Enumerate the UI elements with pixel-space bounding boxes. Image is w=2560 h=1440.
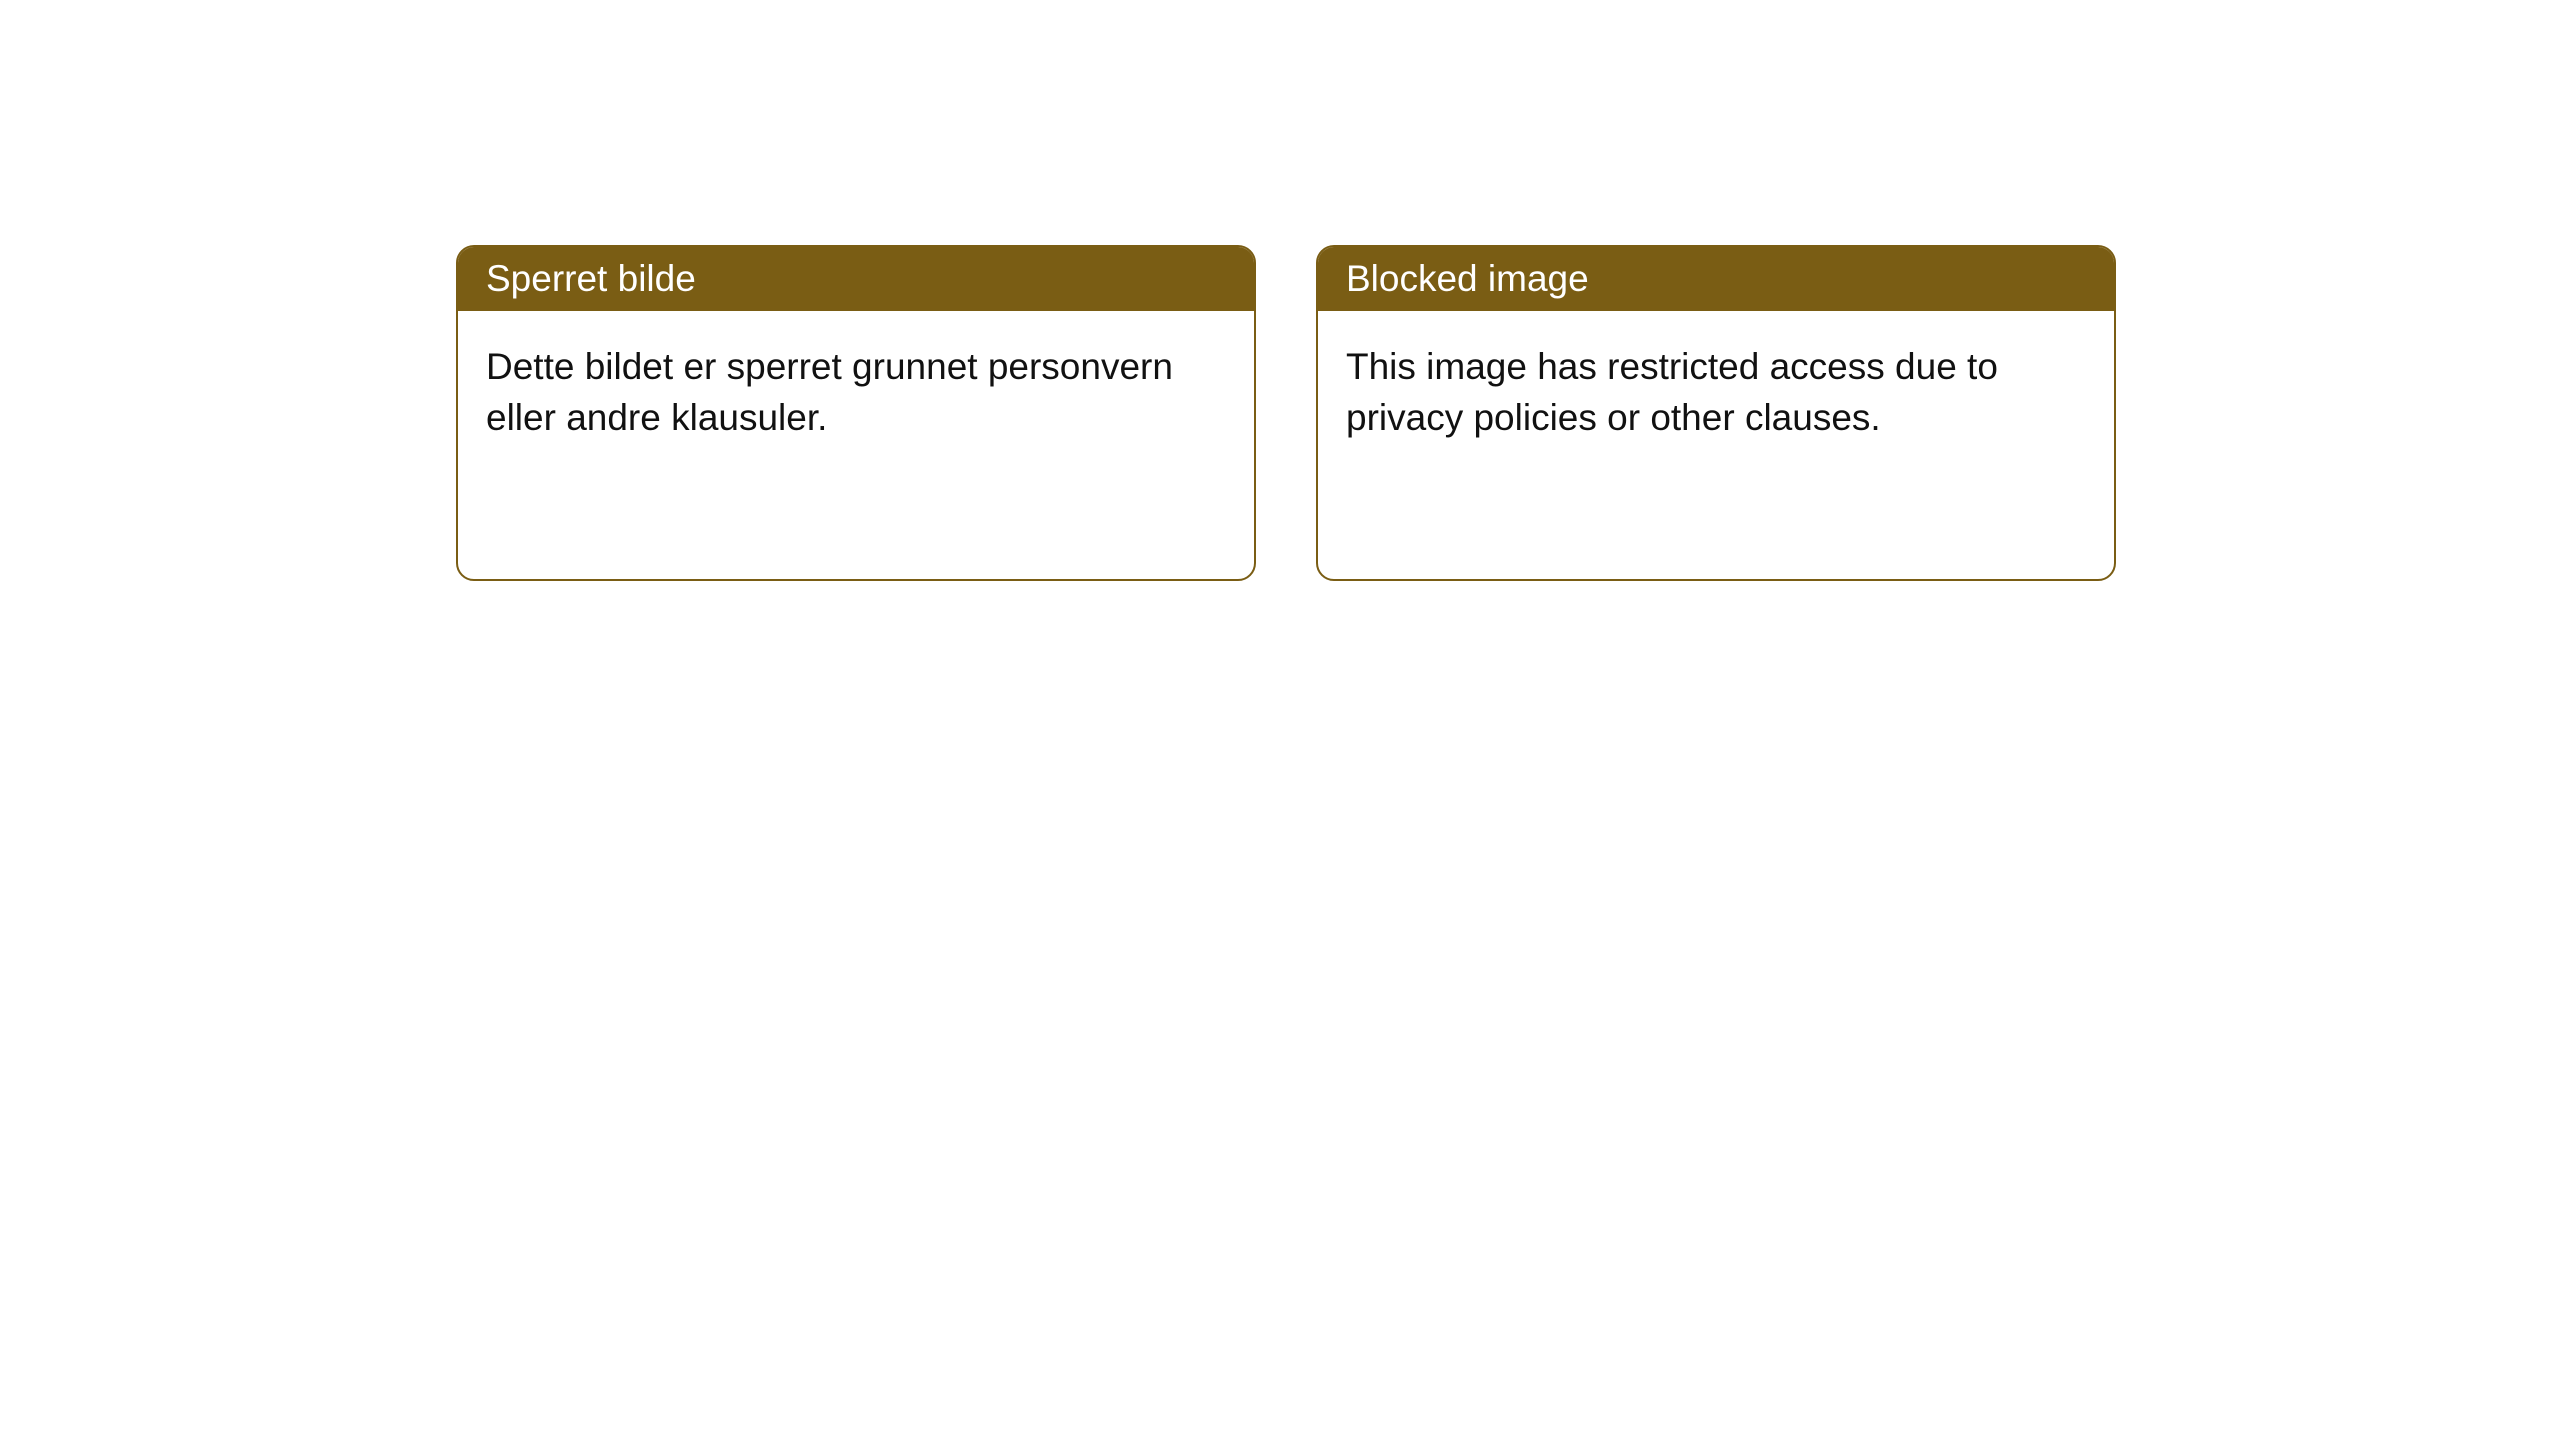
notice-card-no: Sperret bilde Dette bildet er sperret gr…: [456, 245, 1256, 581]
notice-container: Sperret bilde Dette bildet er sperret gr…: [0, 0, 2560, 581]
notice-card-body: Dette bildet er sperret grunnet personve…: [458, 311, 1254, 473]
notice-card-body: This image has restricted access due to …: [1318, 311, 2114, 473]
notice-card-en: Blocked image This image has restricted …: [1316, 245, 2116, 581]
notice-card-title: Blocked image: [1318, 247, 2114, 311]
notice-card-title: Sperret bilde: [458, 247, 1254, 311]
